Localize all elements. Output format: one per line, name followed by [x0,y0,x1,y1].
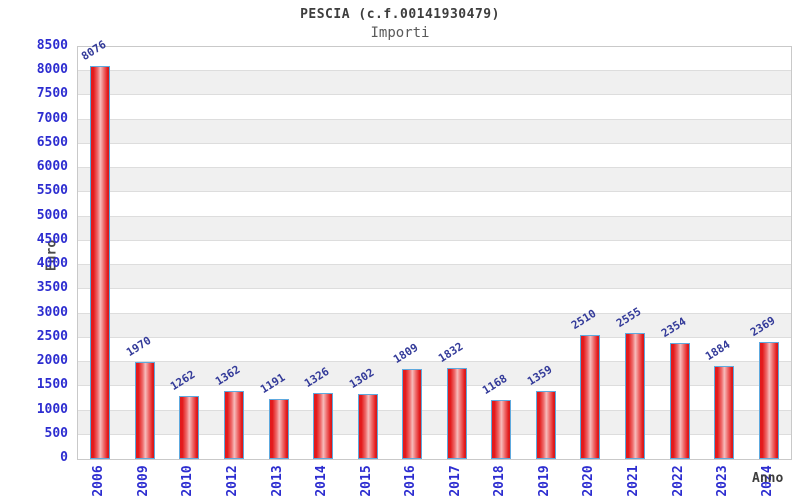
x-axis-label: Anno [752,471,784,486]
chart-title: PESCIA (c.f.00141930479) [300,7,500,22]
y-tick-label: 6000 [36,159,68,175]
gridline [78,336,791,338]
x-tick-label: 2022 [670,465,686,497]
plot-band [78,216,791,241]
bar-2014 [313,392,334,459]
x-tick-label: 2017 [447,465,463,497]
gridline [78,94,791,96]
y-tick-label: 4500 [36,231,68,247]
y-tick-label: 7500 [36,86,68,102]
bar-2009 [134,361,155,459]
plot-band [78,119,791,144]
gridline [78,191,791,193]
x-tick-label: 2018 [492,465,508,497]
gridline [78,239,791,241]
y-tick-label: 5000 [36,207,68,223]
plot-band [78,71,791,96]
x-tick-label: 2010 [180,465,196,497]
plot-band [78,265,791,290]
bar-2006 [90,65,111,459]
gridline [78,70,791,72]
gridline [78,264,791,266]
bar-2020 [580,335,601,459]
plot-area: 8076 1970 1262 1362 1191 1326 1302 1809 1832 1168… [77,37,792,460]
bar-2021 [625,333,646,459]
gridline [78,215,791,217]
gridline [78,361,791,363]
y-tick-label: 7000 [36,110,68,126]
x-tick-label: 2021 [626,465,642,497]
bar-2017 [446,368,467,459]
bar-2012 [223,390,244,459]
bar-2010 [179,395,200,459]
gridline [78,167,791,169]
bar-2013 [268,399,289,459]
x-tick-label: 2014 [314,465,330,497]
plot-band [78,168,791,193]
y-tick-label: 3000 [36,304,68,320]
chart-subtitle: Importi [370,25,430,41]
bar-2022 [669,342,690,459]
x-tick-label: 2019 [536,465,552,497]
x-tick-label: 2013 [269,465,285,497]
y-tick-label: 8000 [36,62,68,78]
y-tick-label: 1500 [36,377,68,393]
y-tick-label: 1000 [36,401,68,417]
y-tick-label: 500 [44,425,68,441]
x-tick-label: 2023 [715,465,731,497]
x-tick-label: 2016 [403,465,419,497]
gridline [78,288,791,290]
gridline [78,118,791,120]
gridline [78,142,791,144]
x-tick-label: 2012 [224,465,240,497]
y-tick-label: 3500 [36,280,68,296]
plot-band [78,313,791,338]
x-tick-label: 2020 [581,465,597,497]
y-tick-label: 5500 [36,183,68,199]
y-tick-label: 0 [60,450,68,465]
x-tick-label: 2009 [135,465,151,497]
y-tick-label: 8500 [36,38,68,53]
bar-2018 [491,400,512,459]
bar-value-label: 8076 [79,37,109,63]
y-tick-label: 4000 [36,256,68,272]
y-tick-label: 6500 [36,134,68,150]
bar-value-label: 1884 [703,337,733,363]
bar-2019 [535,391,556,459]
bar-2016 [402,369,423,459]
bar-2015 [357,393,378,459]
gridline [78,312,791,314]
x-tick-label: 2006 [91,465,107,497]
gridline [78,433,791,435]
y-tick-label: 2500 [36,328,68,344]
gridline [78,409,791,411]
bar-2023 [714,365,735,459]
gridline [78,385,791,387]
bar-2024 [758,342,779,459]
y-tick-label: 2000 [36,353,68,369]
x-tick-label: 2015 [358,465,374,497]
